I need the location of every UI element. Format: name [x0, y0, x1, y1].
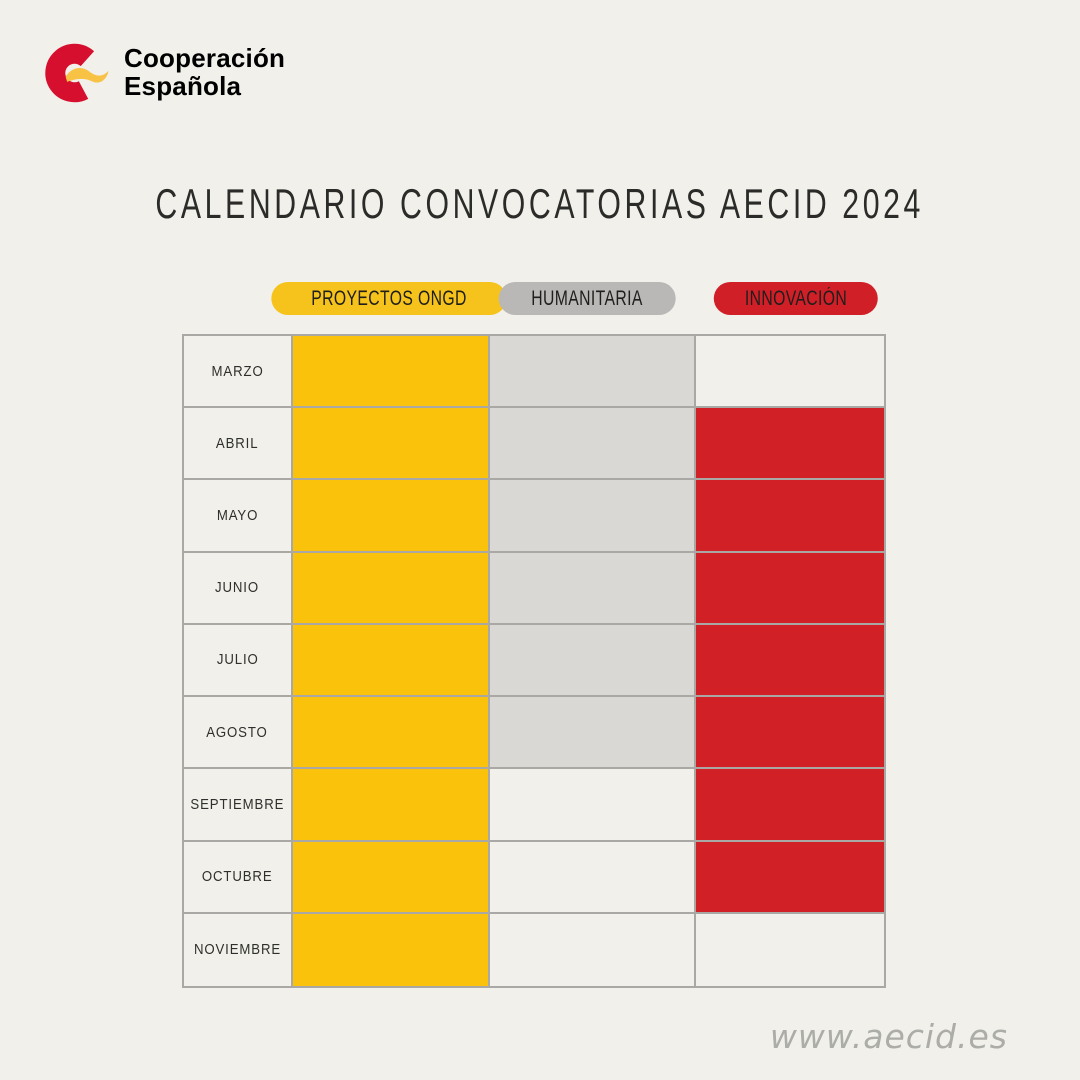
calendar-cell	[292, 769, 491, 842]
calendar-cell	[490, 769, 697, 842]
calendar-cell	[490, 336, 697, 409]
calendar-cell	[696, 697, 884, 770]
calendar-cell	[292, 841, 491, 914]
month-label: JULIO	[184, 624, 293, 698]
calendar-cell	[696, 769, 884, 842]
month-label: AGOSTO	[184, 697, 293, 770]
logo-c-shape	[45, 43, 95, 103]
calendar-table: MARZO ABRIL MAYO JUNIO JULIO AGOSTO SEPTIEMBRE…	[182, 334, 886, 988]
month-label: OCTUBRE	[184, 841, 293, 914]
month-label-text: ABRIL	[216, 434, 259, 452]
month-label-text: SEPTIEMBRE	[190, 795, 285, 813]
calendar-cell	[696, 841, 884, 914]
calendar-cell	[490, 624, 697, 698]
calendar-cell	[696, 336, 884, 409]
month-label-text: JUNIO	[215, 579, 260, 597]
calendar-cell	[490, 913, 697, 986]
calendar-cell	[696, 408, 884, 481]
month-label: MAYO	[184, 480, 293, 553]
calendar-cell	[292, 624, 491, 698]
calendar-cell	[490, 480, 697, 553]
brand-line1: Cooperación	[124, 43, 286, 73]
calendar-cell	[490, 408, 697, 481]
calendar-cell	[696, 552, 884, 625]
legend-pill-label: INNOVACIÓN	[744, 286, 848, 310]
calendar-cell	[490, 841, 697, 914]
month-label: MARZO	[184, 336, 293, 409]
cooperacion-espanola-logo-icon	[45, 43, 109, 103]
calendar-cell	[490, 552, 697, 625]
brand-wordmark: Cooperación Española	[124, 44, 285, 100]
calendar-cell	[490, 697, 697, 770]
calendar-cell	[696, 914, 884, 986]
legend-pill-label: HUMANITARIA	[531, 286, 643, 310]
month-label: JUNIO	[184, 552, 293, 625]
month-label-text: OCTUBRE	[201, 868, 273, 886]
calendar-cell	[292, 336, 491, 409]
calendar-cell	[292, 408, 491, 481]
calendar-cell	[292, 913, 491, 986]
brand-line2: Española	[124, 71, 242, 101]
legend-pill-humanitaria: HUMANITARIA	[498, 282, 676, 315]
calendar-cell	[696, 480, 884, 553]
calendar-cell	[292, 480, 491, 553]
website-link[interactable]: www.aecid.es	[769, 1017, 1008, 1056]
month-label-text: MAYO	[216, 507, 259, 525]
logo-flag-wave-icon	[65, 68, 109, 83]
month-label: ABRIL	[184, 408, 293, 481]
legend-pill-innovacion: INNOVACIÓN	[713, 282, 879, 315]
calendar-cell	[292, 697, 491, 770]
calendar-cell	[292, 552, 491, 625]
month-label-text: AGOSTO	[206, 723, 269, 741]
month-label-text: NOVIEMBRE	[193, 941, 281, 959]
month-label-text: JULIO	[216, 651, 259, 669]
page-title: CALENDARIO CONVOCATORIAS AECID 2024	[155, 180, 925, 227]
legend-pill-proyectos-ongd: PROYECTOS ONGD	[271, 282, 507, 315]
calendar-cell	[696, 624, 884, 698]
month-label: NOVIEMBRE	[184, 913, 293, 986]
month-label-text: MARZO	[211, 362, 264, 380]
month-label: SEPTIEMBRE	[184, 769, 293, 842]
legend-pill-label: PROYECTOS ONGD	[311, 286, 467, 310]
